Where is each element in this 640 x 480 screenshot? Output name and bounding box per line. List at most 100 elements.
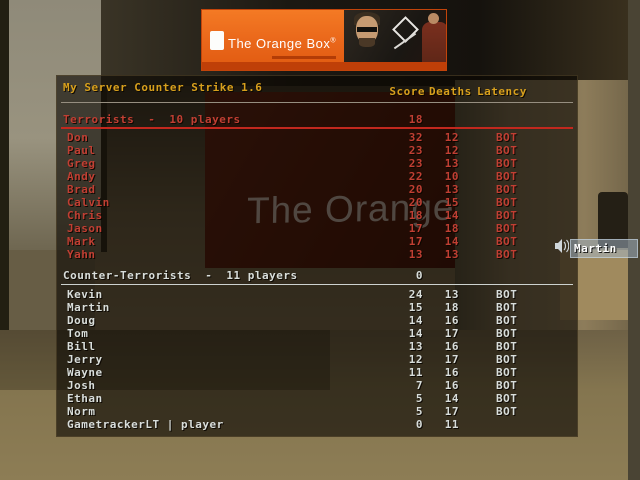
gordon-freeman-glasses [357,27,377,32]
column-header-latency: Latency [477,85,527,98]
counter-terrorists-rows: Kevin 24 13 BOT Martin 15 18 BOT Doug 14… [57,288,577,431]
player-row: Yahn 13 13 BOT [57,248,577,261]
ad-banner-title: The Orange Box® [228,36,336,51]
player-latency: BOT [496,314,518,327]
player-score: 23 [408,144,423,157]
player-latency: BOT [496,288,518,301]
player-score: 32 [408,131,423,144]
player-deaths: 18 [444,301,459,314]
player-deaths: 16 [444,379,459,392]
player-deaths: 17 [444,327,459,340]
player-name: Norm [67,405,96,418]
player-latency: BOT [496,222,518,235]
player-deaths: 16 [444,340,459,353]
player-row: Wayne 11 16 BOT [57,366,577,379]
player-name: Doug [67,314,96,327]
player-name: Jason [67,222,103,235]
player-latency: BOT [496,209,518,222]
player-row: Chris 18 14 BOT [57,209,577,222]
player-deaths: 13 [444,183,459,196]
player-score: 5 [415,405,423,418]
player-name: Kevin [67,288,103,301]
player-name: Tom [67,327,89,340]
player-name: Wayne [67,366,103,379]
player-score: 15 [408,301,423,314]
player-score: 13 [408,248,423,261]
player-latency: BOT [496,405,518,418]
player-score: 14 [408,314,423,327]
column-header-deaths: Deaths [429,85,472,98]
player-row: Jason 17 18 BOT [57,222,577,235]
team-score: 18 [408,113,423,126]
player-latency: BOT [496,327,518,340]
team-name: Counter-Terrorists [63,269,192,282]
player-name: Jerry [67,353,103,366]
team-player-count: 11 players [226,269,298,282]
player-row: Calvin 20 15 BOT [57,196,577,209]
player-score: 20 [408,183,423,196]
player-row: Josh 7 16 BOT [57,379,577,392]
player-score: 17 [408,222,423,235]
player-latency: BOT [496,144,518,157]
map-left-edge [0,0,9,480]
player-deaths: 13 [444,288,459,301]
player-name: GametrackerLT | player [67,418,224,431]
player-row: Greg 23 13 BOT [57,157,577,170]
player-name: Brad [67,183,96,196]
player-name: Josh [67,379,96,392]
player-score: 20 [408,196,423,209]
team-dash: - [148,113,156,126]
player-latency: BOT [496,366,518,379]
player-deaths: 13 [444,157,459,170]
player-row: GametrackerLT | player 0 11 [57,418,577,431]
registered-mark: ® [330,37,337,45]
player-score: 7 [415,379,423,392]
player-latency: BOT [496,170,518,183]
player-deaths: 12 [444,144,459,157]
player-deaths: 18 [444,222,459,235]
player-latency: BOT [496,157,518,170]
terrorists-separator [61,127,573,129]
player-deaths: 14 [444,209,459,222]
speaker-icon [554,238,570,258]
player-score: 24 [408,288,423,301]
player-row: Ethan 5 14 BOT [57,392,577,405]
player-deaths: 14 [444,392,459,405]
player-name: Ethan [67,392,103,405]
player-deaths: 17 [444,353,459,366]
player-name: Chris [67,209,103,222]
player-row: Doug 14 16 BOT [57,314,577,327]
player-row: Martin 15 18 BOT [57,301,577,314]
player-score: 13 [408,340,423,353]
scoreboard-panel: My Server Counter Strike 1.6 Score Death… [56,75,578,437]
player-latency: BOT [496,131,518,144]
player-row: Bill 13 16 BOT [57,340,577,353]
voice-indicator: Martin [554,238,638,258]
gordon-freeman-beard [359,38,375,47]
player-latency: BOT [496,340,518,353]
player-score: 11 [408,366,423,379]
player-row: Andy 22 10 BOT [57,170,577,183]
column-header-score: Score [389,85,425,98]
voice-player-name: Martin [570,238,638,258]
player-name: Yahn [67,248,96,261]
ad-banner-art [344,10,446,64]
player-deaths: 10 [444,170,459,183]
player-deaths: 16 [444,366,459,379]
heavy-character-head [428,13,439,24]
ad-banner-title-text: The Orange Box [228,36,331,51]
player-score: 12 [408,353,423,366]
player-row: Jerry 12 17 BOT [57,353,577,366]
player-name: Mark [67,235,96,248]
player-row: Brad 20 13 BOT [57,183,577,196]
player-row: Mark 17 14 BOT [57,235,577,248]
team-dash: - [205,269,213,282]
player-name: Martin [67,301,110,314]
team-label: Terrorists -10 players [63,113,241,126]
player-row: Norm 5 17 BOT [57,405,577,418]
player-name: Paul [67,144,96,157]
player-row: Don 32 12 BOT [57,131,577,144]
player-latency: BOT [496,392,518,405]
orange-box-icon [210,31,224,50]
terrorists-rows: Don 32 12 BOT Paul 23 12 BOT Greg 23 13 … [57,131,577,261]
